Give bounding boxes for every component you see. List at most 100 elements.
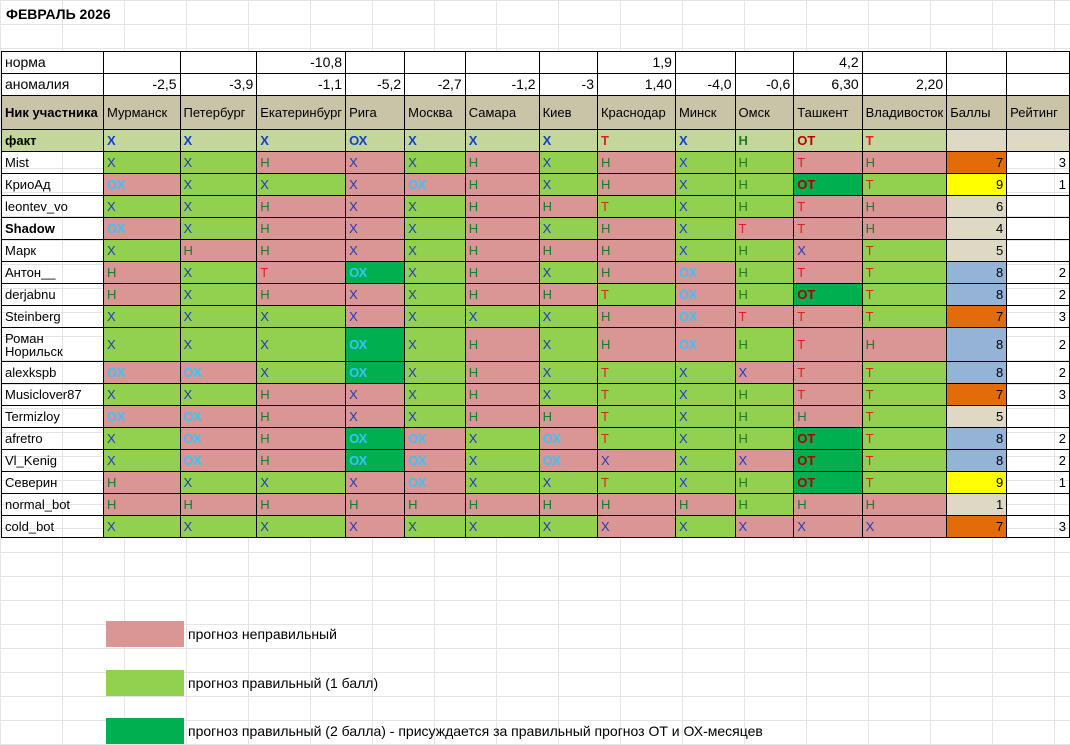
forecast-cell[interactable]: ОТ: [793, 427, 863, 450]
anomaly-cell[interactable]: -2,7: [404, 73, 466, 96]
forecast-cell[interactable]: ОХ: [404, 471, 466, 494]
header-city[interactable]: Владивосток: [861, 95, 948, 130]
forecast-cell[interactable]: Х: [538, 173, 598, 196]
forecast-cell[interactable]: ОХ: [179, 427, 258, 450]
forecast-cell[interactable]: Н: [596, 261, 676, 284]
forecast-cell[interactable]: Н: [734, 261, 795, 284]
forecast-cell[interactable]: Х: [674, 173, 736, 196]
forecast-cell[interactable]: Н: [538, 283, 598, 306]
forecast-cell[interactable]: Н: [464, 261, 540, 284]
forecast-cell[interactable]: Н: [464, 217, 540, 240]
forecast-cell[interactable]: Н: [596, 305, 676, 328]
forecast-cell[interactable]: Х: [861, 515, 948, 538]
anomaly-cell[interactable]: 6,30: [793, 73, 863, 96]
forecast-cell[interactable]: Н: [256, 195, 347, 218]
header-city[interactable]: Рига: [345, 95, 406, 130]
forecast-cell[interactable]: Х: [538, 327, 598, 362]
forecast-cell[interactable]: Н: [464, 361, 540, 384]
score-cell[interactable]: 4: [946, 217, 1008, 240]
anomaly-label[interactable]: аномалия: [0, 73, 105, 96]
forecast-cell[interactable]: ОХ: [674, 327, 736, 362]
anomaly-cell[interactable]: [1006, 73, 1070, 96]
forecast-cell[interactable]: Х: [256, 471, 347, 494]
forecast-cell[interactable]: ОТ: [793, 173, 863, 196]
forecast-cell[interactable]: Х: [345, 173, 406, 196]
forecast-cell[interactable]: Т: [793, 361, 863, 384]
forecast-cell[interactable]: ОХ: [179, 361, 258, 384]
forecast-cell[interactable]: Н: [596, 217, 676, 240]
norm-label[interactable]: норма: [0, 51, 105, 74]
forecast-cell[interactable]: Х: [538, 305, 598, 328]
score-cell[interactable]: 9: [946, 471, 1008, 494]
forecast-cell[interactable]: Х: [674, 449, 736, 472]
participant-name[interactable]: alexkspb: [0, 361, 105, 384]
forecast-cell[interactable]: Х: [404, 261, 466, 284]
score-cell[interactable]: 5: [946, 239, 1008, 262]
forecast-cell[interactable]: Т: [793, 261, 863, 284]
forecast-cell[interactable]: Х: [256, 361, 347, 384]
forecast-cell[interactable]: Х: [538, 383, 598, 406]
forecast-cell[interactable]: Т: [861, 305, 948, 328]
forecast-cell[interactable]: Х: [538, 515, 598, 538]
forecast-cell[interactable]: Х: [179, 195, 258, 218]
rating-cell[interactable]: 3: [1006, 305, 1070, 328]
anomaly-cell[interactable]: -5,2: [345, 73, 406, 96]
forecast-cell[interactable]: Т: [793, 305, 863, 328]
header-rating[interactable]: Рейтинг: [1006, 95, 1070, 130]
forecast-cell[interactable]: Х: [103, 449, 181, 472]
forecast-cell[interactable]: Н: [464, 405, 540, 428]
forecast-cell[interactable]: Х: [734, 515, 795, 538]
forecast-cell[interactable]: Х: [345, 239, 406, 262]
forecast-cell[interactable]: ОХ: [103, 173, 181, 196]
participant-name[interactable]: Shadow: [0, 217, 105, 240]
norm-cell[interactable]: [946, 51, 1008, 74]
participant-name[interactable]: afretro: [0, 427, 105, 450]
norm-cell[interactable]: [861, 51, 948, 74]
header-score[interactable]: Баллы: [946, 95, 1008, 130]
norm-cell[interactable]: [103, 51, 181, 74]
forecast-cell[interactable]: Н: [464, 327, 540, 362]
header-nick[interactable]: Ник участника: [0, 95, 105, 130]
fact-cell[interactable]: ОХ: [345, 129, 406, 152]
forecast-cell[interactable]: Х: [674, 151, 736, 174]
rating-cell[interactable]: 2: [1006, 283, 1070, 306]
score-cell[interactable]: 8: [946, 261, 1008, 284]
rating-cell[interactable]: 3: [1006, 383, 1070, 406]
fact-cell[interactable]: Х: [674, 129, 736, 152]
norm-cell[interactable]: [404, 51, 466, 74]
rating-cell[interactable]: 1: [1006, 471, 1070, 494]
forecast-cell[interactable]: Н: [256, 151, 347, 174]
forecast-cell[interactable]: Н: [734, 173, 795, 196]
forecast-cell[interactable]: Т: [861, 449, 948, 472]
fact-cell[interactable]: Н: [734, 129, 795, 152]
participant-name[interactable]: cold_bot: [0, 515, 105, 538]
forecast-cell[interactable]: Н: [861, 327, 948, 362]
participant-name[interactable]: Vl_Kenig: [0, 449, 105, 472]
norm-cell[interactable]: [674, 51, 736, 74]
header-city[interactable]: Ташкент: [793, 95, 863, 130]
score-cell[interactable]: 8: [946, 427, 1008, 450]
forecast-cell[interactable]: Т: [596, 283, 676, 306]
forecast-cell[interactable]: Т: [861, 405, 948, 428]
forecast-cell[interactable]: Н: [734, 405, 795, 428]
forecast-cell[interactable]: Н: [734, 195, 795, 218]
forecast-cell[interactable]: Т: [861, 471, 948, 494]
forecast-cell[interactable]: Х: [256, 515, 347, 538]
fact-cell[interactable]: Х: [538, 129, 598, 152]
forecast-cell[interactable]: ОХ: [103, 217, 181, 240]
legend-swatch[interactable]: [106, 670, 184, 696]
norm-cell[interactable]: [345, 51, 406, 74]
forecast-cell[interactable]: Т: [793, 383, 863, 406]
forecast-cell[interactable]: Н: [861, 195, 948, 218]
forecast-cell[interactable]: Х: [404, 327, 466, 362]
forecast-cell[interactable]: Х: [345, 283, 406, 306]
forecast-cell[interactable]: Х: [674, 239, 736, 262]
forecast-cell[interactable]: Н: [538, 239, 598, 262]
forecast-cell[interactable]: Н: [103, 261, 181, 284]
forecast-cell[interactable]: Х: [404, 195, 466, 218]
forecast-cell[interactable]: Х: [404, 361, 466, 384]
forecast-cell[interactable]: Н: [734, 383, 795, 406]
score-cell[interactable]: 7: [946, 305, 1008, 328]
forecast-cell[interactable]: Х: [538, 361, 598, 384]
forecast-cell[interactable]: Т: [596, 405, 676, 428]
